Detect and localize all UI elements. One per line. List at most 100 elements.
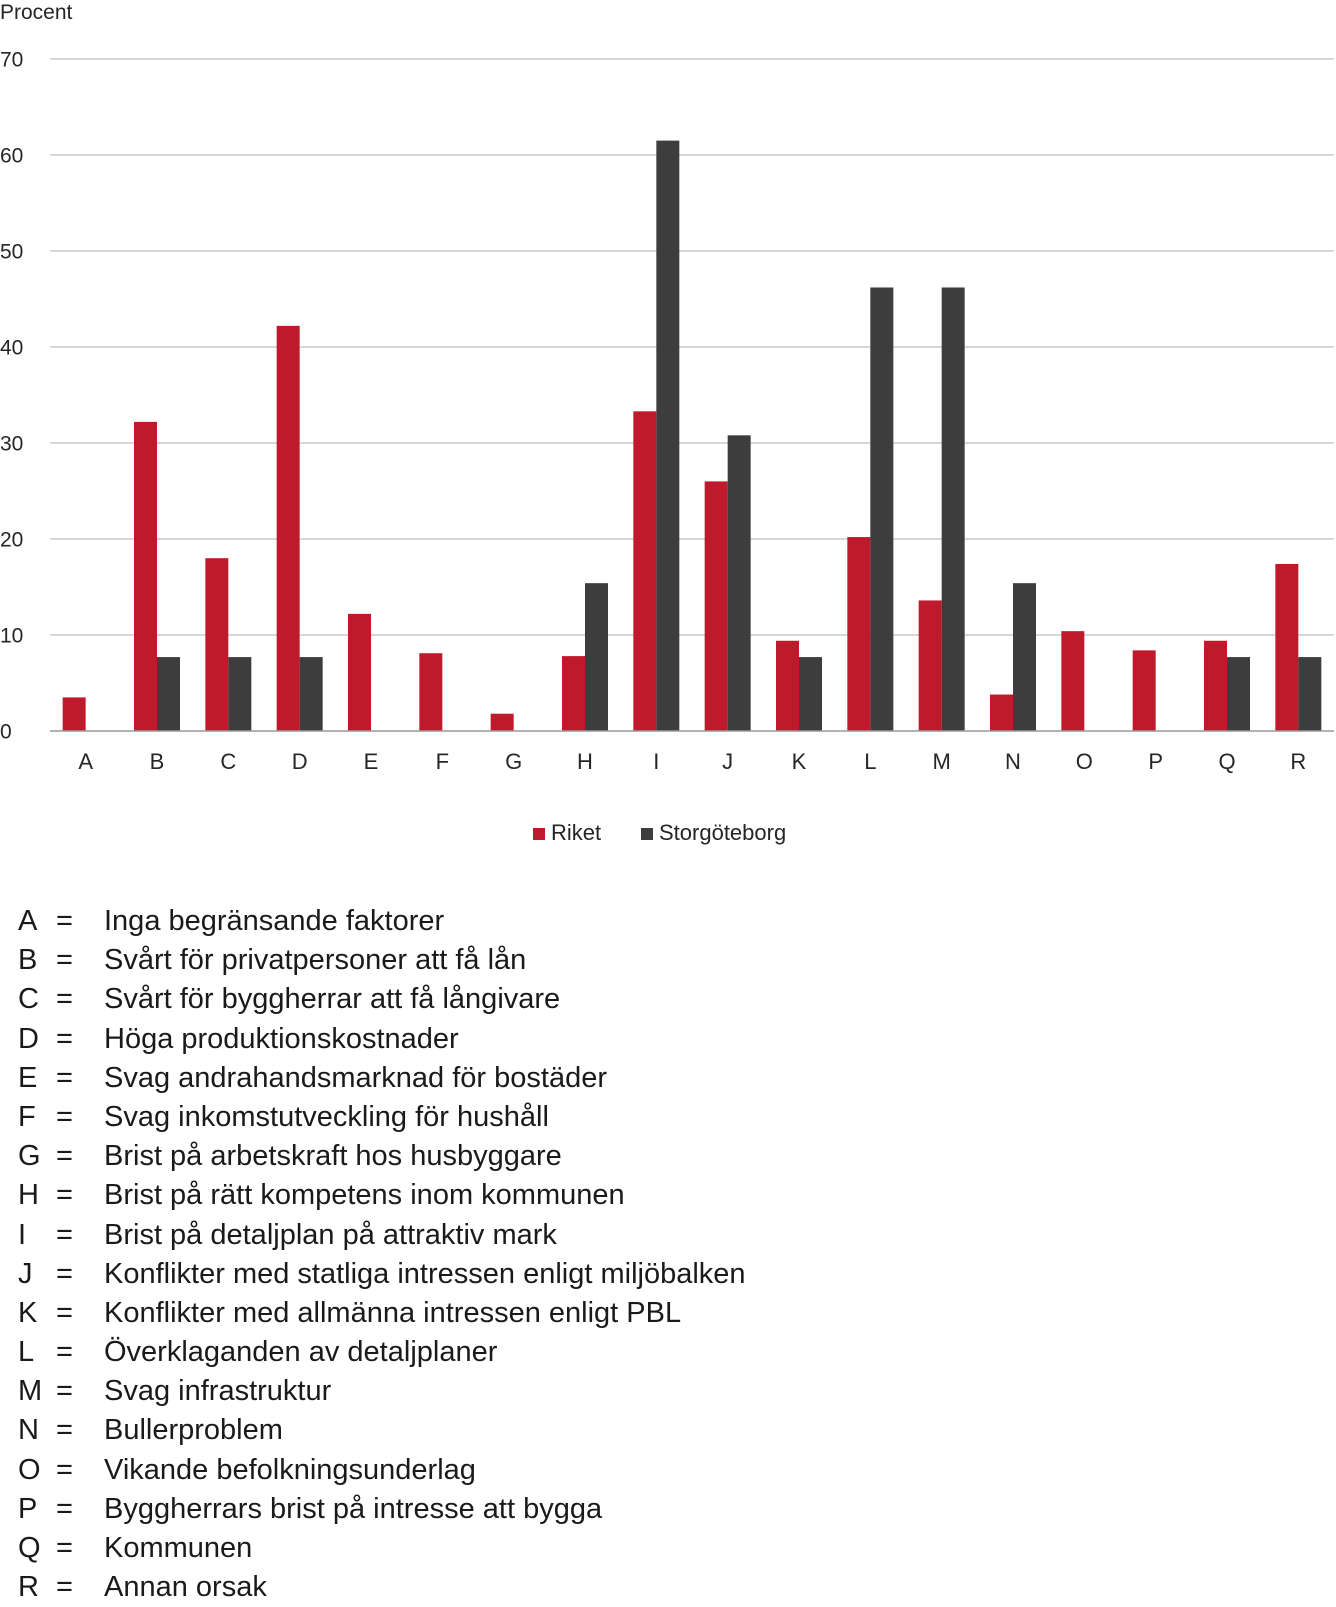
x-tick-label: P <box>1148 749 1163 774</box>
x-tick-label: J <box>722 749 733 774</box>
y-tick-label: 20 <box>0 529 23 552</box>
glossary-description: Svag infrastruktur <box>104 1375 332 1408</box>
bar-storgöteborg-j <box>727 435 751 731</box>
y-tick-label: 70 <box>0 49 23 72</box>
bar-riket-l <box>847 537 871 731</box>
glossary-description: Konflikter med allmänna intressen enligt… <box>104 1296 682 1329</box>
bar-riket-f <box>419 653 443 731</box>
x-tick-label: E <box>364 749 379 774</box>
glossary-item: D = Höga produktionskostnader <box>18 1020 746 1059</box>
glossary-item: M = Svag infrastruktur <box>18 1372 746 1411</box>
y-tick-label: 0 <box>0 721 12 744</box>
x-tick-label: K <box>792 749 807 774</box>
glossary-letter: H <box>18 1179 39 1212</box>
glossary-description: Kommunen <box>104 1532 253 1564</box>
bar-riket-j <box>704 481 728 731</box>
glossary-letter: R <box>18 1571 39 1604</box>
bar-storgöteborg-i <box>656 140 680 732</box>
bar-riket-o <box>1061 631 1085 731</box>
x-tick-label: R <box>1290 749 1306 774</box>
x-tick-label: G <box>505 749 522 774</box>
glossary-equals: = <box>56 1571 73 1604</box>
y-tick-label: 50 <box>0 241 23 264</box>
x-tick-label: H <box>577 749 593 774</box>
axes: Procent 0 10 20 30 40 50 60 70 A B C D E F G H I J K L M N O P Q R <box>0 1 1334 774</box>
glossary-equals: = <box>56 1492 73 1525</box>
glossary-description: Svårt för byggherrar att få långivare <box>104 983 561 1016</box>
glossary-equals: = <box>56 1453 73 1486</box>
bar-storgöteborg-q <box>1227 657 1250 731</box>
glossary-item: E = Svag andrahandsmarknad för bostäder <box>18 1059 746 1098</box>
x-tick-label: Q <box>1218 749 1235 774</box>
glossary-letter: B <box>18 944 38 977</box>
glossary-equals: = <box>56 1257 73 1290</box>
glossary-item: Q = Kommunen <box>18 1529 746 1568</box>
bar-storgöteborg-m <box>941 287 965 731</box>
x-tick-label: I <box>653 749 659 774</box>
legend-label-storgöteborg: Storgöteborg <box>659 820 786 845</box>
bar-riket-k <box>776 640 799 731</box>
glossary-description: Byggherrars brist på intresse att bygga <box>104 1492 603 1525</box>
legend-label-riket: Riket <box>551 820 601 845</box>
bar-storgöteborg-k <box>799 657 822 731</box>
glossary-item: J = Konflikter med statliga intressen enli… <box>18 1255 746 1294</box>
glossary-description: Svag andrahandsmarknad för bostäder <box>104 1061 607 1094</box>
glossary-letter: L <box>18 1336 35 1369</box>
glossary-equals: = <box>56 1061 73 1094</box>
glossary-equals: = <box>56 1022 73 1055</box>
bar-storgöteborg-c <box>228 657 252 731</box>
bar-storgöteborg-b <box>157 657 180 731</box>
glossary-letter: J <box>18 1257 33 1290</box>
glossary-letter: G <box>18 1140 41 1173</box>
glossary-equals: = <box>56 905 73 937</box>
bar-riket-a <box>62 697 86 731</box>
bar-storgöteborg-r <box>1298 657 1322 731</box>
bar-storgöteborg-d <box>299 657 323 731</box>
glossary-description: Överklaganden av detaljplaner <box>104 1336 498 1369</box>
glossary-equals: = <box>56 1336 73 1369</box>
glossary-letter: I <box>18 1218 27 1251</box>
glossary-letter: Q <box>18 1532 41 1564</box>
glossary-letter: E <box>18 1061 38 1094</box>
glossary-description: Konflikter med statliga intressen enligt… <box>104 1257 746 1290</box>
bar-riket-b <box>134 421 157 731</box>
legend-swatch-storgöteborg <box>641 828 653 840</box>
glossary-item: P = Byggherrars brist på intresse att bygg… <box>18 1490 746 1529</box>
glossary-description: Vikande befolkningsunderlag <box>104 1453 476 1486</box>
glossary-description: Inga begränsande faktorer <box>104 905 445 937</box>
glossary-equals: = <box>56 1414 73 1447</box>
glossary-letter: O <box>18 1453 41 1486</box>
glossary-description: Brist på arbetskraft hos husbyggare <box>104 1140 562 1173</box>
bar-riket-n <box>990 694 1013 731</box>
bar-riket-m <box>918 600 942 731</box>
glossary-item: O = Vikande befolkningsunderlag <box>18 1451 746 1490</box>
bar-riket-c <box>205 558 229 731</box>
glossary-item: I = Brist på detaljplan på attraktiv mark <box>18 1216 746 1255</box>
x-tick-label: O <box>1076 749 1093 774</box>
glossary-letter: M <box>18 1375 43 1408</box>
y-tick-label: 60 <box>0 145 23 168</box>
glossary-description: Svag inkomstutveckling för hushåll <box>104 1100 549 1133</box>
bar-riket-r <box>1275 563 1299 731</box>
gridlines <box>50 58 1334 636</box>
x-tick-label: B <box>150 749 165 774</box>
glossary-equals: = <box>56 1296 73 1329</box>
x-tick-label: L <box>864 749 876 774</box>
bar-storgöteborg-h <box>585 583 608 731</box>
glossary-equals: = <box>56 1140 73 1173</box>
glossary-item: B = Svårt för privatpersoner att få lån <box>18 941 746 980</box>
x-tick-label: D <box>292 749 308 774</box>
y-tick-label: 10 <box>0 625 23 648</box>
bar-riket-p <box>1132 650 1156 731</box>
glossary-description: Svårt för privatpersoner att få lån <box>104 944 527 977</box>
glossary-letter: C <box>18 983 39 1016</box>
glossary-equals: = <box>56 1100 73 1133</box>
x-tick-label: F <box>436 749 449 774</box>
glossary-description: Höga produktionskostnader <box>104 1022 459 1055</box>
glossary-item: H = Brist på rätt kompetens inom kommunen <box>18 1176 746 1215</box>
glossary-equals: = <box>56 983 73 1016</box>
bar-riket-h <box>562 656 585 731</box>
x-tick-label: N <box>1005 749 1021 774</box>
glossary-description: Annan orsak <box>104 1571 267 1604</box>
glossary-letter: A <box>18 905 38 937</box>
